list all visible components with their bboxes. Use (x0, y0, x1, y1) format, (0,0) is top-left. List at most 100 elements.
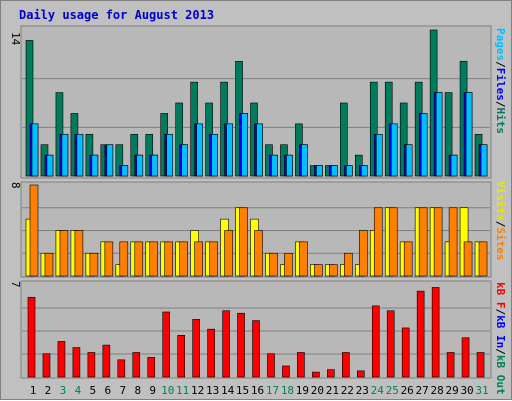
bar-sites (224, 230, 233, 277)
legend-item: / (494, 61, 507, 68)
legend-item: kB F (494, 282, 507, 309)
bar-sites (134, 241, 144, 277)
bar-pages (226, 123, 233, 177)
bar-kb-f (401, 327, 410, 378)
bar-hits (399, 102, 408, 177)
bar-kb-f (42, 353, 51, 378)
legend-visits-sites: Visits/Sites (494, 181, 507, 261)
legend-item: / (494, 101, 507, 108)
bar-pages (271, 154, 278, 177)
bar-kb-f (282, 365, 290, 378)
bar-pages (256, 123, 263, 177)
x-tick-label: 14 (221, 384, 235, 397)
bar-kb-f (297, 352, 305, 378)
bar-kb-f (207, 328, 215, 378)
bar-sites (299, 241, 308, 277)
bar-kb-f (371, 305, 380, 378)
panel-visits-sites: 8 Visits/Sites (9, 181, 507, 278)
bar-sites (284, 252, 293, 277)
bar-kb-f (87, 352, 96, 378)
bar-pages (405, 144, 413, 177)
bar-hits (340, 102, 348, 177)
bar-sites (89, 252, 99, 277)
x-tick-label: 15 (236, 384, 249, 397)
bar-pages (166, 133, 174, 177)
bar-kb-f (327, 369, 335, 378)
bar-pages (331, 165, 338, 177)
legend-item: Files (494, 68, 507, 101)
bar-pages (151, 154, 159, 177)
bar-pages (181, 144, 188, 177)
legend-item: kB Out (494, 355, 507, 395)
bar-pages (480, 144, 488, 177)
bars-visits-sites (25, 184, 488, 277)
bar-pages (316, 165, 323, 177)
bar-sites (119, 241, 129, 277)
bar-kb-f (57, 341, 66, 378)
x-tick-label: 11 (176, 384, 189, 397)
bar-sites (329, 264, 338, 277)
x-tick-label: 18 (281, 384, 294, 397)
bar-pages (301, 144, 308, 177)
bar-kb-f (147, 357, 156, 378)
x-tick-label: 8 (134, 384, 141, 397)
bar-pages (106, 144, 114, 177)
bar-pages (211, 133, 218, 177)
bar-sites (239, 207, 248, 277)
bar-pages (76, 133, 84, 177)
bar-sites (74, 230, 84, 277)
bar-pages (465, 92, 473, 177)
bar-sites (448, 207, 458, 277)
bar-pages (121, 165, 129, 177)
chart-title: Daily usage for August 2013 (19, 8, 214, 22)
bar-pages (346, 165, 353, 177)
bar-pages (375, 133, 383, 177)
bar-sites (164, 241, 174, 277)
bar-pages (91, 154, 99, 177)
bar-kb-f (312, 371, 320, 378)
panel-hits-files-pages: 14 Pages/Files/Hits (9, 25, 507, 179)
bar-hits (25, 40, 34, 177)
bar-kb-f (267, 353, 275, 378)
x-tick-label: 23 (356, 384, 369, 397)
legend-kb: kB F/kB In/kB Out (494, 282, 507, 395)
bar-pages (31, 123, 39, 177)
bar-hits (444, 92, 453, 177)
bar-sites (478, 241, 488, 277)
x-tick-label: 16 (251, 384, 264, 397)
x-tick-label: 28 (431, 384, 444, 397)
legend-item: Pages (494, 28, 507, 61)
bar-kb-f (252, 320, 260, 378)
x-tick-label: 26 (401, 384, 414, 397)
bar-pages (46, 154, 54, 177)
bar-sites (403, 241, 413, 277)
bar-kb-f (132, 352, 141, 378)
bar-pages (435, 92, 443, 177)
bar-sites (209, 241, 218, 277)
bars-hits-files-pages (25, 29, 488, 177)
bar-sites (254, 230, 263, 277)
bar-sites (104, 241, 114, 277)
bar-pages (196, 123, 203, 177)
ymax-label-3: 7 (9, 281, 22, 288)
bar-sites (149, 241, 159, 277)
bar-kb-f (416, 290, 425, 378)
bar-sites (433, 207, 443, 277)
x-tick-label: 10 (161, 384, 174, 397)
x-tick-label: 13 (206, 384, 219, 397)
bar-kb-f (476, 352, 485, 378)
bar-kb-f (177, 334, 185, 378)
bar-sites (373, 207, 383, 277)
x-tick-label: 3 (60, 384, 67, 397)
x-tick-label: 20 (311, 384, 324, 397)
bar-pages (450, 154, 458, 177)
x-tick-label: 17 (266, 384, 279, 397)
legend-item: Visits (494, 181, 507, 221)
bar-kb-f (102, 344, 111, 378)
bar-sites (59, 230, 69, 277)
x-tick-label: 21 (326, 384, 339, 397)
bar-kb-f (117, 359, 126, 378)
legend-item: / (494, 309, 507, 316)
x-tick-label: 31 (475, 384, 488, 397)
bar-kb-f (27, 296, 36, 378)
